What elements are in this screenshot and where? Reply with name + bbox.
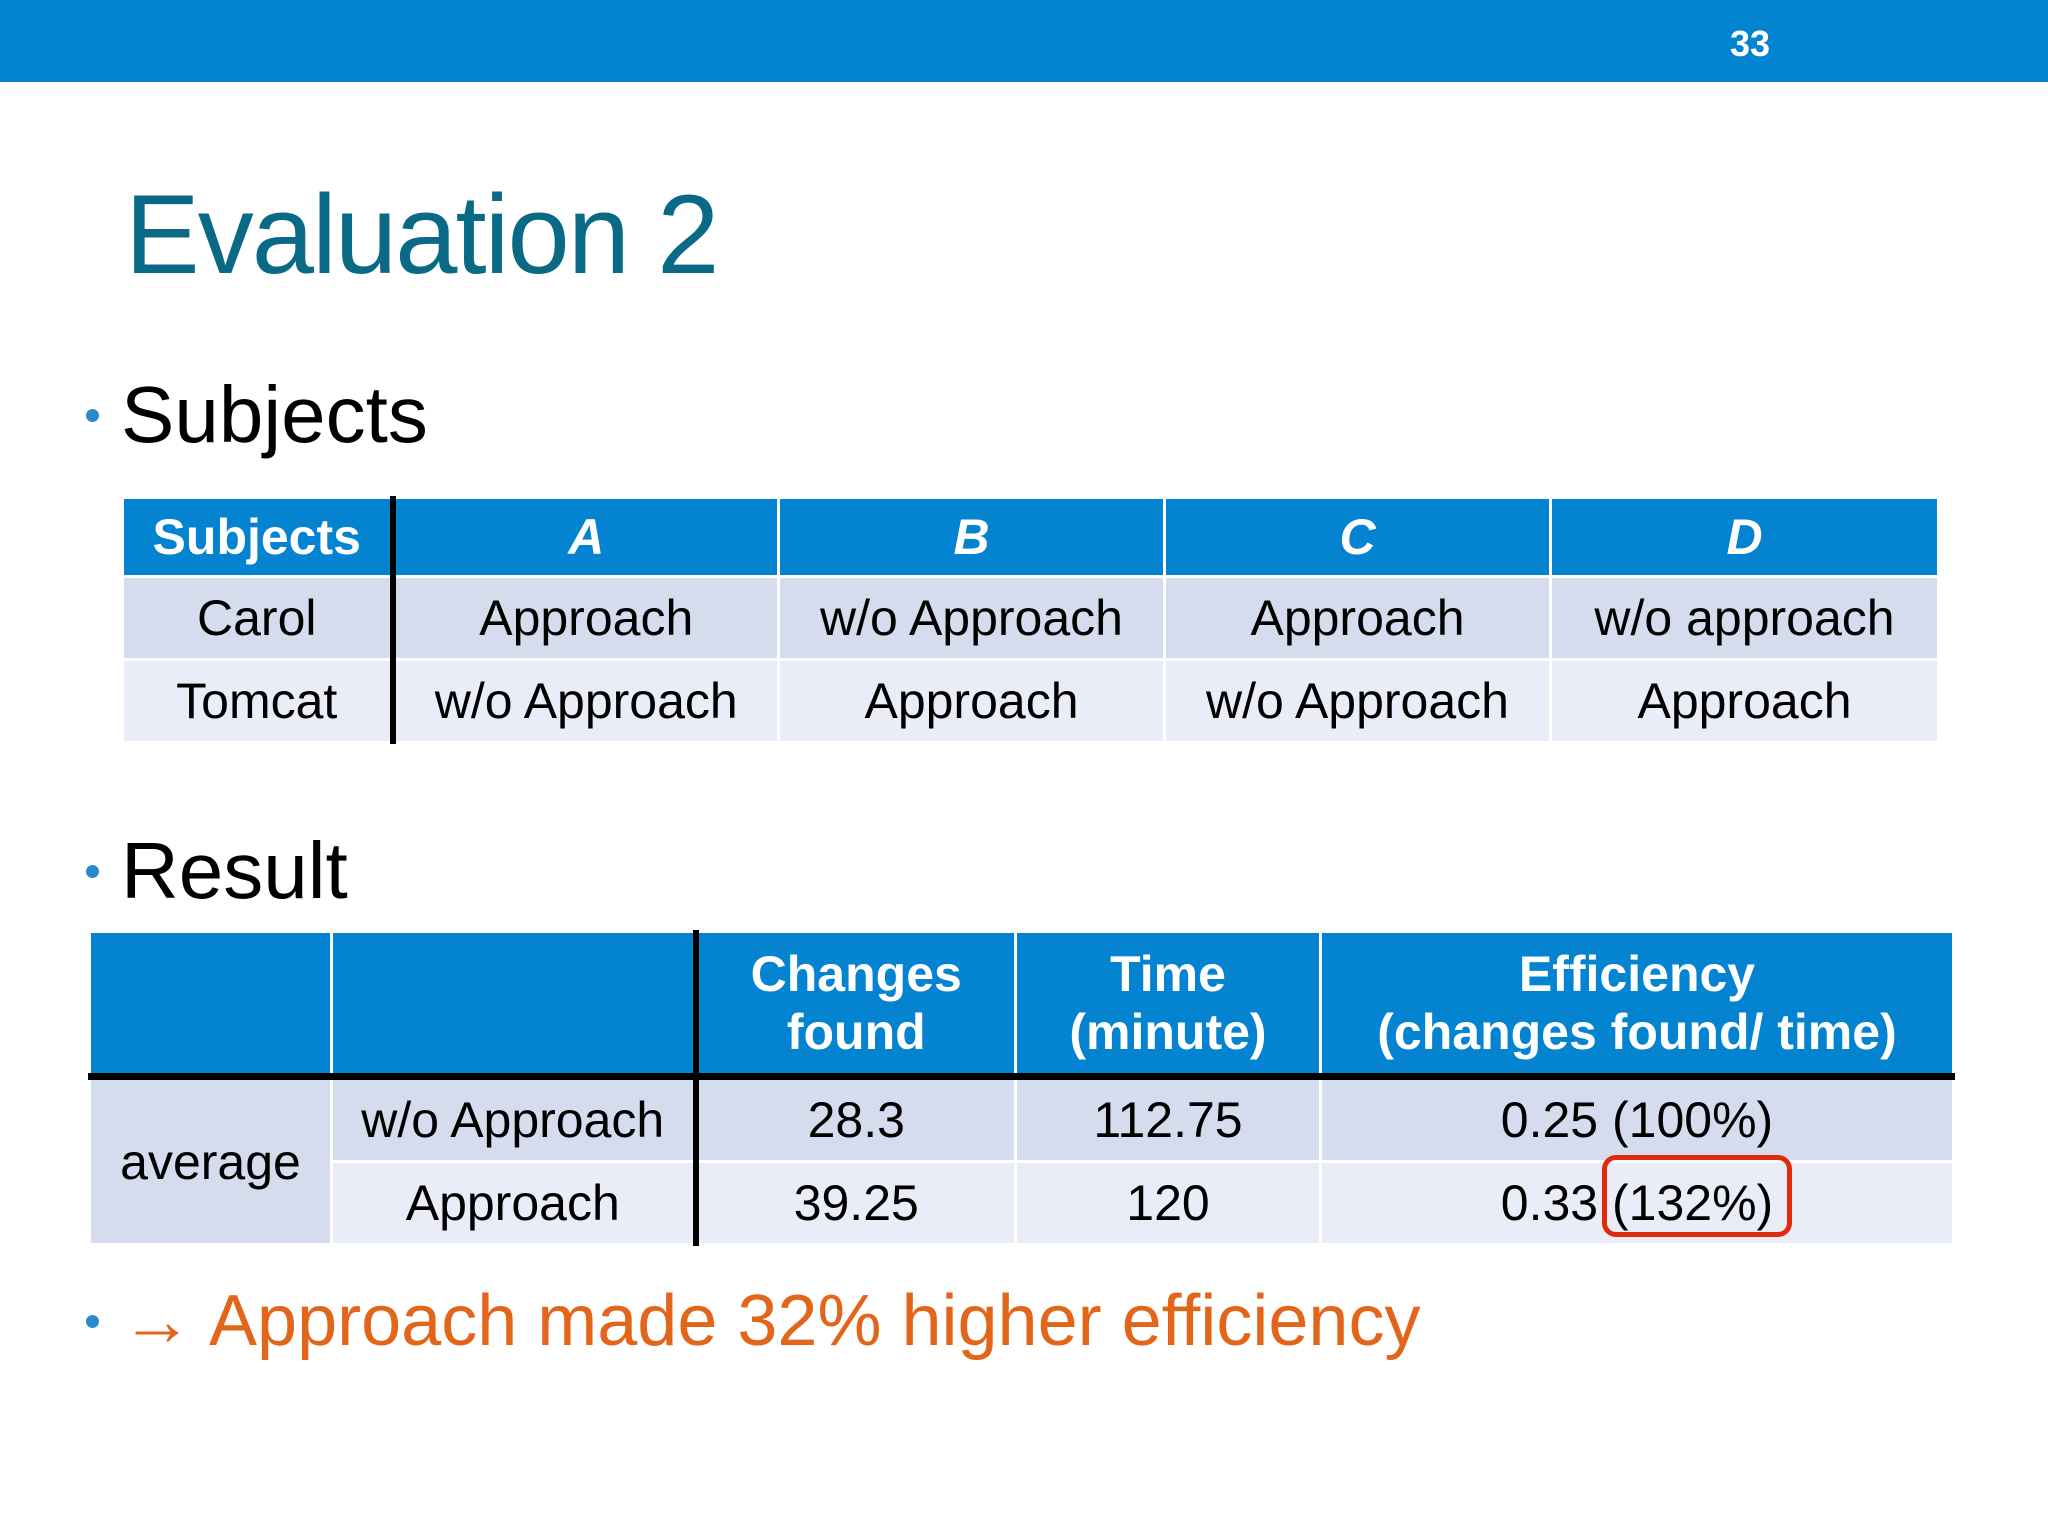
table-cell: 0.33 (132%): [1319, 1160, 1955, 1246]
header-line: Changes: [750, 946, 962, 1002]
page-title: Evaluation 2: [125, 172, 719, 297]
header-cell: Subjects: [121, 496, 396, 578]
table-cell: w/o Approach: [330, 1075, 699, 1163]
top-bar: 33: [0, 0, 2048, 82]
header-line: (minute): [1069, 1004, 1267, 1060]
subjects-table-header: Subjects A B C D: [121, 496, 1940, 578]
table-cell: Approach: [1549, 658, 1940, 744]
bullet-subjects: Subjects: [86, 370, 428, 460]
bullet-subjects-text: Subjects: [121, 370, 428, 459]
table-cell: w/o approach: [1549, 575, 1940, 661]
bullet-conclusion: → Approach made 32% higher efficiency: [86, 1276, 1420, 1366]
table-cell: Approach: [777, 658, 1166, 744]
slide-number: 33: [1729, 23, 1771, 64]
table-cell: Approach: [391, 575, 780, 661]
header-cell-changes: Changes found: [694, 930, 1017, 1080]
table-cell: 28.3: [694, 1075, 1017, 1163]
table-cell: 120: [1014, 1160, 1322, 1246]
result-table-header: Changes found Time (minute) Efficiency (…: [88, 930, 1955, 1080]
header-line: (changes found/ time): [1377, 1004, 1897, 1060]
header-cell: A: [391, 496, 780, 578]
highlight-box: [1602, 1155, 1792, 1237]
bullet-dot-icon: [86, 864, 99, 878]
header-cell-empty: [330, 930, 699, 1080]
subjects-table: Subjects A B C D Carol Approach w/o Appr…: [121, 496, 1940, 744]
result-table: Changes found Time (minute) Efficiency (…: [88, 930, 1955, 1246]
header-cell-efficiency: Efficiency (changes found/ time): [1319, 930, 1955, 1080]
table-cell: w/o Approach: [777, 575, 1166, 661]
table-row: average w/o Approach 28.3 112.75 0.25 (1…: [88, 1075, 1955, 1246]
group-label: average: [88, 1075, 333, 1246]
table-row: Approach 39.25 120 0.33 (132%): [90, 1160, 1955, 1246]
header-cell: D: [1549, 496, 1940, 578]
bullet-dot-icon: [86, 1314, 99, 1328]
table-cell: 39.25: [694, 1160, 1017, 1246]
conclusion-text: → Approach made 32% higher efficiency: [121, 1281, 1421, 1361]
bullet-result: Result: [86, 826, 348, 916]
header-cell: B: [777, 496, 1166, 578]
header-line: found: [786, 1004, 926, 1060]
header-cell-empty: [88, 930, 333, 1080]
table-cell: Carol: [121, 575, 396, 661]
table-row: Carol Approach w/o Approach Approach w/o…: [121, 575, 1940, 661]
table-cell: Tomcat: [121, 658, 396, 744]
table-cell: w/o Approach: [391, 658, 780, 744]
table-cell: w/o Approach: [1163, 658, 1552, 744]
bullet-dot-icon: [86, 408, 99, 422]
header-cell: C: [1163, 496, 1552, 578]
header-line: Efficiency: [1518, 946, 1756, 1002]
table-cell: 0.25 (100%): [1319, 1075, 1955, 1163]
table-cell: 112.75: [1014, 1075, 1322, 1163]
table-cell: Approach: [1163, 575, 1552, 661]
table-cell: Approach: [330, 1160, 699, 1246]
bullet-result-text: Result: [121, 826, 348, 915]
header-cell-time: Time (minute): [1014, 930, 1322, 1080]
table-row: Tomcat w/o Approach Approach w/o Approac…: [121, 658, 1940, 744]
header-line: Time: [1110, 946, 1226, 1002]
